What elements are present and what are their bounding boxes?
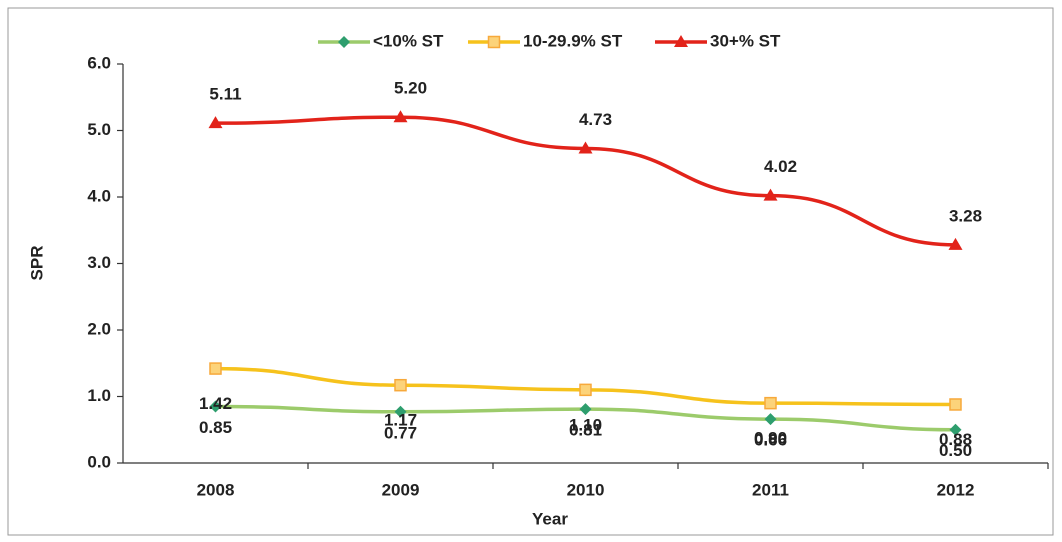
marker [208, 116, 223, 129]
y-tick-label: 4.0 [87, 186, 111, 205]
x-tick-label: 2010 [567, 480, 605, 499]
y-tick-label: 0.0 [87, 452, 111, 471]
marker [949, 398, 962, 411]
value-label: 4.02 [764, 157, 797, 176]
marker [394, 405, 407, 418]
x-tick-label: 2008 [197, 480, 235, 499]
value-label: 0.77 [384, 423, 417, 442]
value-label: 5.20 [394, 79, 427, 98]
value-label: 3.28 [949, 206, 982, 225]
marker [763, 188, 778, 201]
marker [578, 141, 593, 154]
value-label: 0.90 [754, 429, 787, 448]
legend-label: <10% ST [373, 31, 444, 50]
marker [209, 400, 222, 413]
y-tick-label: 1.0 [87, 386, 111, 405]
value-label: 0.85 [199, 418, 232, 437]
x-tick-label: 2011 [752, 480, 789, 499]
value-label: 1.10 [569, 415, 602, 434]
value-label: 5.11 [209, 85, 241, 104]
legend-label: 30+% ST [710, 31, 781, 50]
marker [338, 36, 350, 48]
value-label: 0.66 [754, 431, 787, 450]
y-axis-label: SPR [27, 246, 46, 281]
marker [209, 362, 222, 375]
value-label: 1.42 [199, 394, 232, 413]
value-label: 1.17 [384, 411, 417, 430]
value-label: 0.81 [569, 421, 602, 440]
marker [764, 413, 777, 426]
x-tick-label: 2009 [382, 480, 420, 499]
marker [579, 383, 592, 397]
series-line [215, 115, 956, 247]
marker [579, 403, 592, 416]
y-tick-label: 3.0 [87, 253, 111, 272]
x-tick-label: 2012 [937, 480, 975, 499]
frame [7, 7, 1054, 536]
value-label: 0.88 [939, 430, 972, 449]
marker [948, 237, 963, 250]
marker [949, 423, 962, 436]
marker [393, 110, 408, 123]
marker [674, 35, 688, 47]
y-tick-label: 5.0 [87, 120, 111, 139]
y-tick-label: 2.0 [87, 319, 111, 338]
marker [764, 396, 777, 410]
value-label: 0.50 [939, 441, 972, 460]
marker [394, 378, 407, 392]
x-axis-label: Year [532, 509, 568, 528]
legend-label: 10-29.9% ST [523, 31, 623, 50]
value-label: 4.73 [579, 110, 612, 129]
marker [487, 35, 501, 49]
y-tick-label: 6.0 [87, 53, 111, 72]
